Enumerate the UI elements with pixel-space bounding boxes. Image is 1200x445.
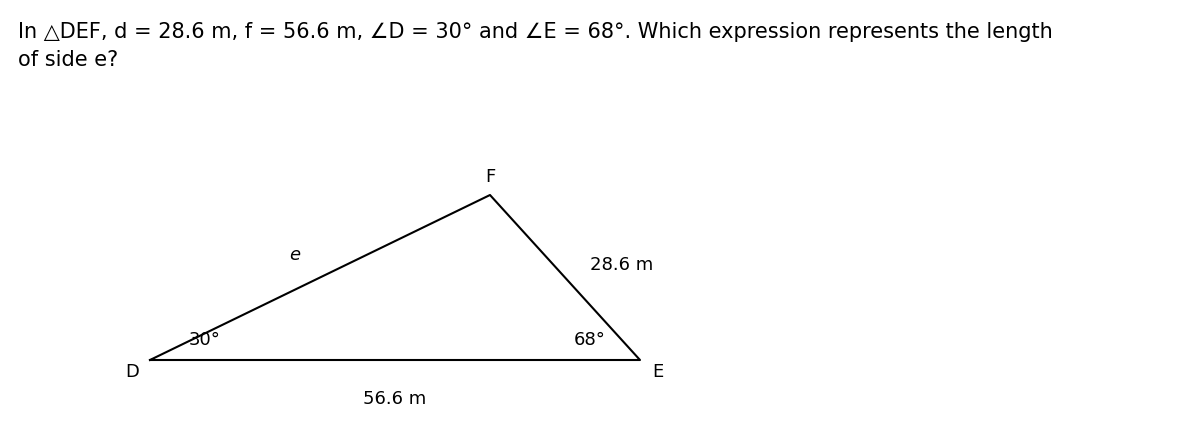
Text: 68°: 68° (574, 331, 606, 349)
Text: F: F (485, 168, 496, 186)
Text: In △DEF, d = 28.6 m, f = 56.6 m, ∠D = 30° and ∠E = 68°. Which expression represe: In △DEF, d = 28.6 m, f = 56.6 m, ∠D = 30… (18, 22, 1052, 70)
Text: e: e (289, 246, 300, 264)
Text: 56.6 m: 56.6 m (364, 390, 427, 408)
Text: 30°: 30° (190, 331, 221, 349)
Text: 28.6 m: 28.6 m (590, 256, 653, 274)
Text: D: D (125, 363, 139, 381)
Text: E: E (653, 363, 664, 381)
